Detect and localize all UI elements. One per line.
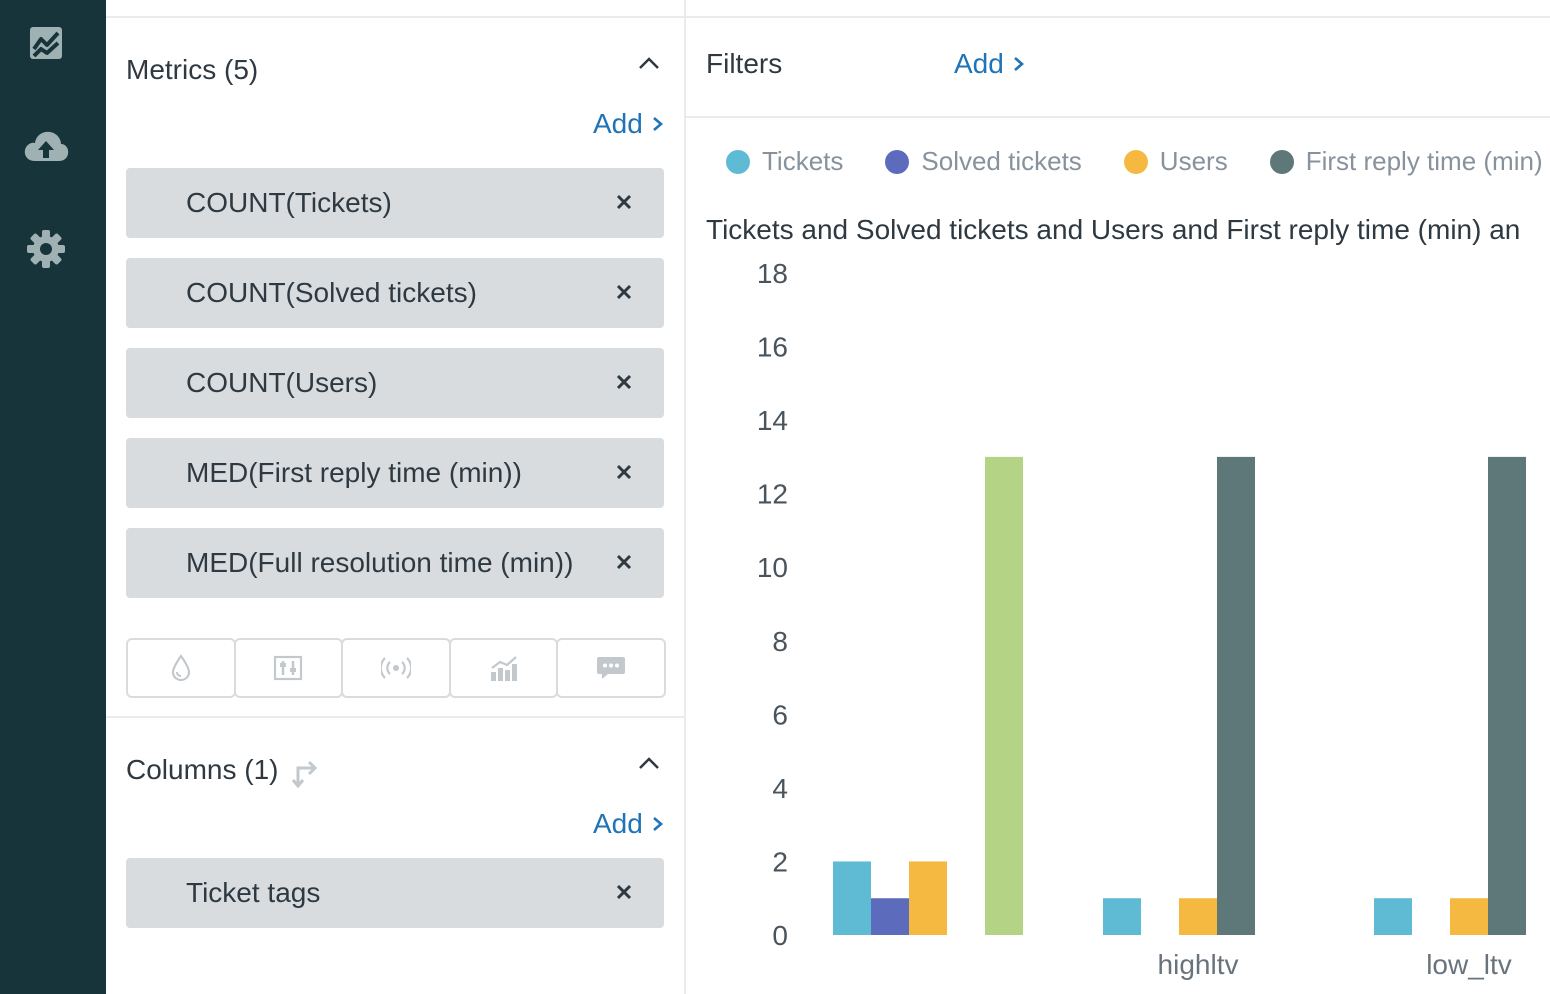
y-tick-label: 6 [772,699,788,730]
close-icon[interactable] [614,282,634,302]
chart-legend: Tickets Solved tickets Users First reply ti… [726,146,1550,177]
columns-title: Columns (1) [126,754,279,785]
sliders-icon[interactable] [233,638,344,698]
legend-item[interactable]: Solved tickets [885,146,1082,177]
config-panel: Metrics (5) Add COUNT(Tickets) COUNT(Sol… [106,0,686,994]
filters-title: Filters [706,48,783,79]
legend-label: Users [1159,146,1228,176]
divider [106,716,684,718]
chevron-up-icon[interactable] [636,754,662,774]
bar-trend-icon[interactable] [448,638,559,698]
metric-toolbar [126,638,666,698]
legend-swatch [885,149,910,174]
y-tick-label: 8 [772,626,788,657]
bar[interactable] [1179,898,1217,935]
chevron-up-icon[interactable] [636,54,662,74]
columns-add-label: Add [593,808,643,839]
metric-label: COUNT(Users) [186,367,378,398]
chart-area: Filters Add Tickets Solved tickets Users Fi… [686,0,1550,994]
gear-icon[interactable] [23,226,69,272]
bar[interactable] [909,861,947,935]
close-icon[interactable] [614,462,634,482]
divider [686,116,1550,118]
metrics-title: Metrics (5) [126,54,259,85]
y-tick-label: 14 [757,405,788,436]
metric-label: MED(First reply time (min)) [186,457,522,488]
close-icon[interactable] [614,192,634,212]
legend-item[interactable]: Users [1123,146,1228,177]
bar[interactable] [1103,898,1141,935]
metrics-add-label: Add [593,108,643,139]
divider [106,16,684,18]
metric-pill[interactable]: MED(Full resolution time (min)) [126,528,664,598]
y-tick-label: 12 [757,479,788,510]
legend-label: Solved tickets [921,146,1082,176]
metric-pill[interactable]: COUNT(Tickets) [126,168,664,238]
x-tick-label: low_ltv [1426,949,1512,980]
chevron-right-icon [652,117,663,131]
bar[interactable] [985,456,1023,935]
close-icon[interactable] [614,552,634,572]
y-tick-label: 0 [772,920,788,951]
bar-chart: 0 2 4 6 8 10 12 14 16 18 highltv low_ltv [757,258,1526,980]
chat-bubble-icon[interactable] [556,638,666,698]
broadcast-icon[interactable] [341,638,451,698]
bar[interactable] [833,861,871,935]
legend-swatch [1269,149,1294,174]
metric-label: MED(Full resolution time (min)) [186,547,574,578]
legend-item[interactable]: Tickets [726,146,843,177]
metric-pill[interactable]: MED(First reply time (min)) [126,438,664,508]
legend-label: First reply time (min) [1305,146,1543,176]
chart-icon[interactable] [23,20,69,66]
metric-label: COUNT(Solved tickets) [186,277,477,308]
bar[interactable] [871,898,909,935]
close-icon[interactable] [614,882,634,902]
divider [686,16,1550,18]
bar[interactable] [1488,456,1526,935]
metrics-add-link[interactable]: Add [593,108,665,140]
x-tick-label: highltv [1158,949,1239,980]
close-icon[interactable] [614,372,634,392]
metric-pill[interactable]: COUNT(Users) [126,348,664,418]
cloud-upload-icon[interactable] [23,124,69,170]
metric-label: COUNT(Tickets) [186,187,392,218]
swap-icon[interactable] [290,754,322,788]
column-label: Ticket tags [186,877,321,908]
legend-swatch [1123,149,1148,174]
bar[interactable] [1374,898,1412,935]
y-tick-label: 16 [757,332,788,363]
y-tick-label: 18 [757,258,788,289]
chevron-right-icon [652,817,663,831]
chart-title: Tickets and Solved tickets and Users and… [706,214,1521,245]
legend-item[interactable]: First reply time (min) [1269,146,1543,177]
y-tick-label: 2 [772,846,788,877]
columns-add-link[interactable]: Add [593,808,665,840]
drop-icon[interactable] [126,638,236,698]
metric-pill[interactable]: COUNT(Solved tickets) [126,258,664,328]
bar[interactable] [1450,898,1488,935]
chevron-right-icon [1013,57,1024,71]
bar[interactable] [1217,456,1255,935]
legend-swatch [726,149,750,174]
y-tick-label: 10 [757,552,788,583]
legend-label: Tickets [762,146,844,176]
y-tick-label: 4 [772,773,788,804]
filters-add-link[interactable]: Add [954,48,1026,80]
nav-rail [0,0,106,994]
filters-add-label: Add [954,48,1004,79]
column-pill[interactable]: Ticket tags [126,858,664,928]
